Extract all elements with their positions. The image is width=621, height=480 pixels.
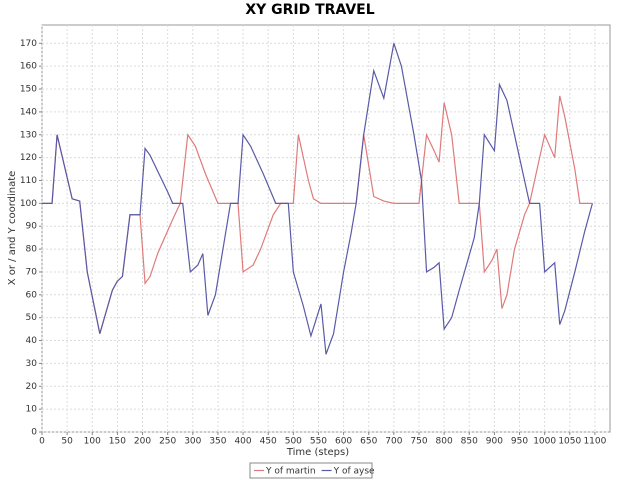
x-tick-label: 100 [84,437,101,447]
x-tick-label: 600 [335,437,352,447]
y-tick-label: 90 [26,222,38,232]
y-tick-label: 0 [31,428,37,438]
y-tick-label: 30 [26,359,38,369]
x-tick-label: 1050 [558,437,581,447]
x-tick-label: 800 [436,437,453,447]
x-tick-label: 50 [61,437,73,447]
x-tick-label: 350 [209,437,226,447]
y-tick-label: 20 [26,382,38,392]
y-tick-label: 120 [20,153,37,163]
x-tick-label: 1100 [583,437,606,447]
y-tick-label: 150 [20,85,37,95]
y-tick-label: 170 [20,39,37,49]
y-tick-label: 130 [20,130,37,140]
chart-title: XY GRID TRAVEL [245,2,374,18]
y-tick-label: 70 [26,267,38,277]
x-tick-label: 900 [486,437,503,447]
series-line [42,43,593,355]
y-tick-label: 110 [20,176,37,186]
y-tick-label: 40 [26,336,38,346]
x-tick-label: 1000 [533,437,556,447]
y-tick-label: 50 [26,313,38,323]
x-tick-label: 200 [134,437,151,447]
y-tick-label: 10 [26,405,38,415]
x-tick-label: 400 [234,437,251,447]
x-tick-label: 0 [39,437,45,447]
x-tick-label: 850 [461,437,478,447]
y-tick-label: 80 [26,245,38,255]
y-tick-label: 160 [20,62,37,72]
plot-area [41,24,611,433]
x-tick-label: 450 [260,437,277,447]
x-tick-label: 650 [360,437,377,447]
x-axis-label: Time (steps) [286,447,349,458]
y-axis-label: X or / and Y coordinate [7,171,18,286]
x-tick-label: 750 [410,437,427,447]
x-tick-label: 250 [159,437,176,447]
x-tick-label: 950 [511,437,528,447]
y-tick-label: 100 [20,199,37,209]
x-tick-label: 150 [109,437,126,447]
y-tick-label: 140 [20,107,37,117]
x-tick-label: 300 [184,437,201,447]
x-tick-label: 500 [285,437,302,447]
legend-label: Y of ayse [333,467,375,477]
legend-label: Y of martin [265,467,316,477]
x-tick-label: 700 [385,437,402,447]
legend-box [249,462,373,479]
x-tick-label: 550 [310,437,327,447]
y-tick-label: 60 [26,290,38,300]
